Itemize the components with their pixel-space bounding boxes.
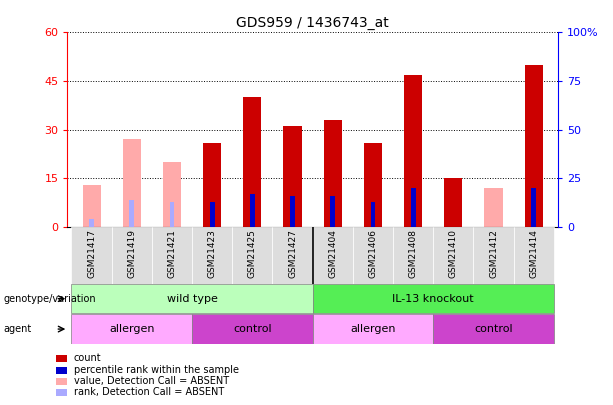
Text: count: count: [74, 354, 101, 363]
Bar: [232, 227, 272, 284]
Bar: [129, 200, 134, 227]
Bar: [313, 284, 554, 313]
Bar: [433, 227, 473, 284]
Bar: [272, 227, 313, 284]
Bar: [123, 139, 141, 227]
Bar: [72, 227, 112, 284]
Bar: [163, 162, 181, 227]
Bar: [192, 315, 313, 343]
Bar: [112, 227, 152, 284]
Bar: [531, 188, 536, 227]
Bar: [330, 196, 335, 227]
Bar: [525, 65, 543, 227]
Bar: [243, 97, 261, 227]
Text: agent: agent: [3, 324, 31, 334]
Bar: [433, 315, 554, 343]
Bar: [444, 178, 462, 227]
Text: value, Detection Call = ABSENT: value, Detection Call = ABSENT: [74, 376, 229, 386]
Text: GSM21421: GSM21421: [167, 229, 177, 278]
Bar: [484, 188, 503, 227]
Text: GSM21419: GSM21419: [128, 229, 136, 278]
Bar: [170, 202, 174, 227]
Text: rank, Detection Call = ABSENT: rank, Detection Call = ABSENT: [74, 388, 224, 397]
Bar: [313, 315, 433, 343]
Text: GSM21423: GSM21423: [208, 229, 216, 278]
Bar: [404, 75, 422, 227]
Bar: [473, 227, 514, 284]
Text: allergen: allergen: [350, 324, 395, 334]
Text: GSM21427: GSM21427: [288, 229, 297, 278]
Bar: [313, 227, 353, 284]
Bar: [364, 143, 382, 227]
Text: percentile rank within the sample: percentile rank within the sample: [74, 365, 238, 375]
Bar: [72, 315, 192, 343]
Bar: [283, 126, 302, 227]
Bar: [152, 227, 192, 284]
Bar: [353, 227, 393, 284]
Text: control: control: [233, 324, 272, 334]
Text: control: control: [474, 324, 513, 334]
Text: GSM21417: GSM21417: [87, 229, 96, 278]
Text: IL-13 knockout: IL-13 knockout: [392, 294, 474, 304]
Bar: [210, 202, 215, 227]
Bar: [370, 202, 375, 227]
Bar: [514, 227, 554, 284]
Bar: [89, 219, 94, 227]
Bar: [203, 143, 221, 227]
Bar: [393, 227, 433, 284]
Text: allergen: allergen: [109, 324, 154, 334]
Bar: [250, 194, 255, 227]
Bar: [324, 120, 342, 227]
Text: GSM21412: GSM21412: [489, 229, 498, 278]
Text: GSM21408: GSM21408: [409, 229, 417, 278]
Bar: [72, 284, 313, 313]
Text: GSM21410: GSM21410: [449, 229, 458, 278]
Text: GSM21404: GSM21404: [328, 229, 337, 278]
Title: GDS959 / 1436743_at: GDS959 / 1436743_at: [236, 16, 389, 30]
Text: wild type: wild type: [167, 294, 218, 304]
Text: GSM21414: GSM21414: [529, 229, 538, 278]
Bar: [83, 185, 101, 227]
Text: GSM21425: GSM21425: [248, 229, 257, 278]
Bar: [411, 188, 416, 227]
Bar: [192, 227, 232, 284]
Text: GSM21406: GSM21406: [368, 229, 378, 278]
Bar: [290, 196, 295, 227]
Text: genotype/variation: genotype/variation: [3, 294, 96, 304]
